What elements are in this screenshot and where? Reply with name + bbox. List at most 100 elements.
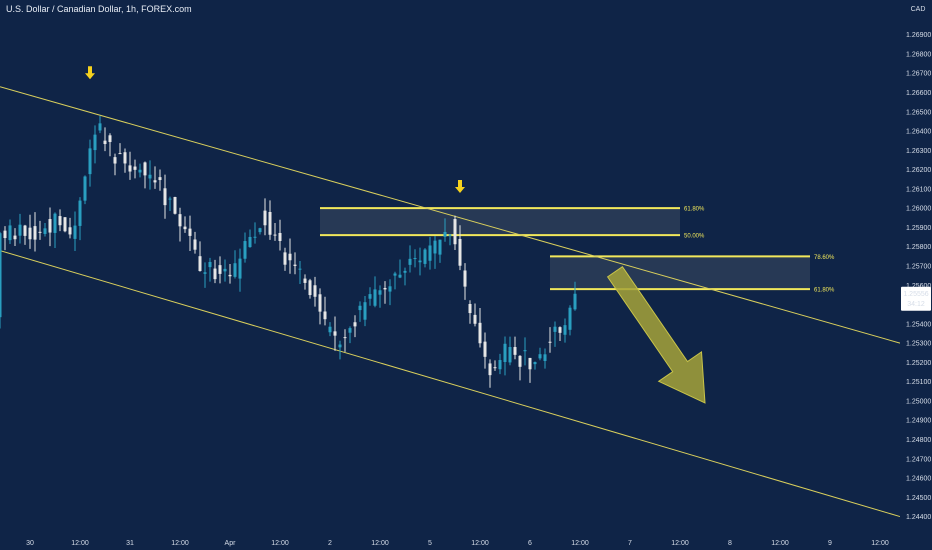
candle-body [43,228,47,234]
fib-zone-1 [320,208,680,236]
price-tick-label: 1.26500 [906,109,931,116]
candle-body [503,343,507,362]
price-tick-label: 1.25700 [906,264,931,271]
channel-line-upper [0,86,901,344]
last-price-tag: 1.25556 34:12 [901,286,931,311]
candle-body [543,354,547,361]
candle-body [113,157,117,164]
candle-body [528,357,532,370]
candle-body [453,219,457,245]
candle-body [243,241,247,259]
price-tick-label: 1.24600 [906,476,931,483]
time-tick-label: 9 [828,540,832,547]
candle-body [383,287,387,290]
time-tick-label: 2 [328,540,332,547]
candle-body [178,214,182,227]
candle-body [523,350,527,352]
candle-body [133,166,137,170]
price-tag-box [901,286,931,311]
candle-body [148,174,152,179]
time-tick-label: 31 [126,540,134,547]
candle-body [398,274,402,278]
candle-body [268,212,272,235]
time-tick-label: 12:00 [271,540,289,547]
candle-body [513,347,517,355]
time-tick-label: 12:00 [571,540,589,547]
candle-body [278,232,282,241]
candle-body [88,148,92,175]
candle-body [248,236,252,248]
time-tick-label: 12:00 [671,540,689,547]
candle-body [428,245,432,261]
candle-body [493,367,497,369]
time-tick-label: 12:00 [171,540,189,547]
candle-body [18,224,22,236]
price-tick-label: 1.24700 [906,456,931,463]
price-tick-label: 1.25000 [906,398,931,405]
time-tick-label: 12:00 [871,540,889,547]
fib-level-label: 78.60% [814,255,835,261]
candle-body [223,268,227,272]
candle-body [333,331,337,336]
candle-body [138,169,142,173]
time-axis[interactable]: 30 12:00 31 12:00 Apr 12:00 2 12:00 5 12:00 6 12:00… [0,534,932,550]
channel-line-lower [0,250,901,518]
candle-body [368,294,372,299]
candle-body [408,258,412,265]
time-tick-label: 12:00 [371,540,389,547]
candle-body [168,198,172,200]
price-tag-value: 1.25556 [903,291,928,298]
candle-body [253,236,257,238]
candle-body [93,134,97,151]
price-tick-label: 1.25100 [906,379,931,386]
candle-body [108,135,112,143]
price-tick-label: 1.24500 [906,495,931,502]
price-tick-label: 1.26100 [906,186,931,193]
candle-body [373,289,377,306]
candle-body [313,285,317,297]
candle-body [163,188,167,206]
candle-body [218,265,222,274]
candle-body [193,239,197,250]
candles [0,115,577,388]
candle-body [288,253,292,261]
candle-body [458,238,462,266]
price-tick-label: 1.26600 [906,90,931,97]
candle-body [433,240,437,254]
candle-body [53,213,57,233]
candle-body [123,152,127,164]
price-tick-label: 1.26800 [906,51,931,58]
candle-body [293,264,297,266]
candle-body [73,225,77,239]
down-arrow-marker-icon [85,66,95,80]
candle-body [308,280,312,296]
candle-body [573,293,577,310]
candle-body [38,231,42,233]
price-axis[interactable]: 1.26900 1.26800 1.26700 1.26600 1.26500 1.264… [900,0,932,550]
candle-body [143,162,147,176]
candle-body [33,226,37,240]
price-tick-label: 1.25900 [906,225,931,232]
candle-body [343,337,347,339]
candle-body [468,303,472,314]
time-tick-label: 6 [528,540,532,547]
candle-body [153,180,157,183]
price-tick-label: 1.25400 [906,321,931,328]
candle-body [68,227,72,235]
price-tick-label: 1.24400 [906,514,931,521]
candle-body [8,225,12,241]
currency-label: CAD [911,6,926,13]
time-tick-label: 7 [628,540,632,547]
price-channel[interactable] [0,86,901,518]
candle-body [568,307,572,330]
price-tick-label: 1.26300 [906,148,931,155]
candle-body [348,328,352,333]
fib-level-label: 61.80% [684,207,705,213]
candle-body [98,123,102,131]
candle-body [563,325,567,335]
time-tick-label: 8 [728,540,732,547]
candle-body [418,260,422,263]
candle-body [183,226,187,230]
candle-body [118,153,122,155]
